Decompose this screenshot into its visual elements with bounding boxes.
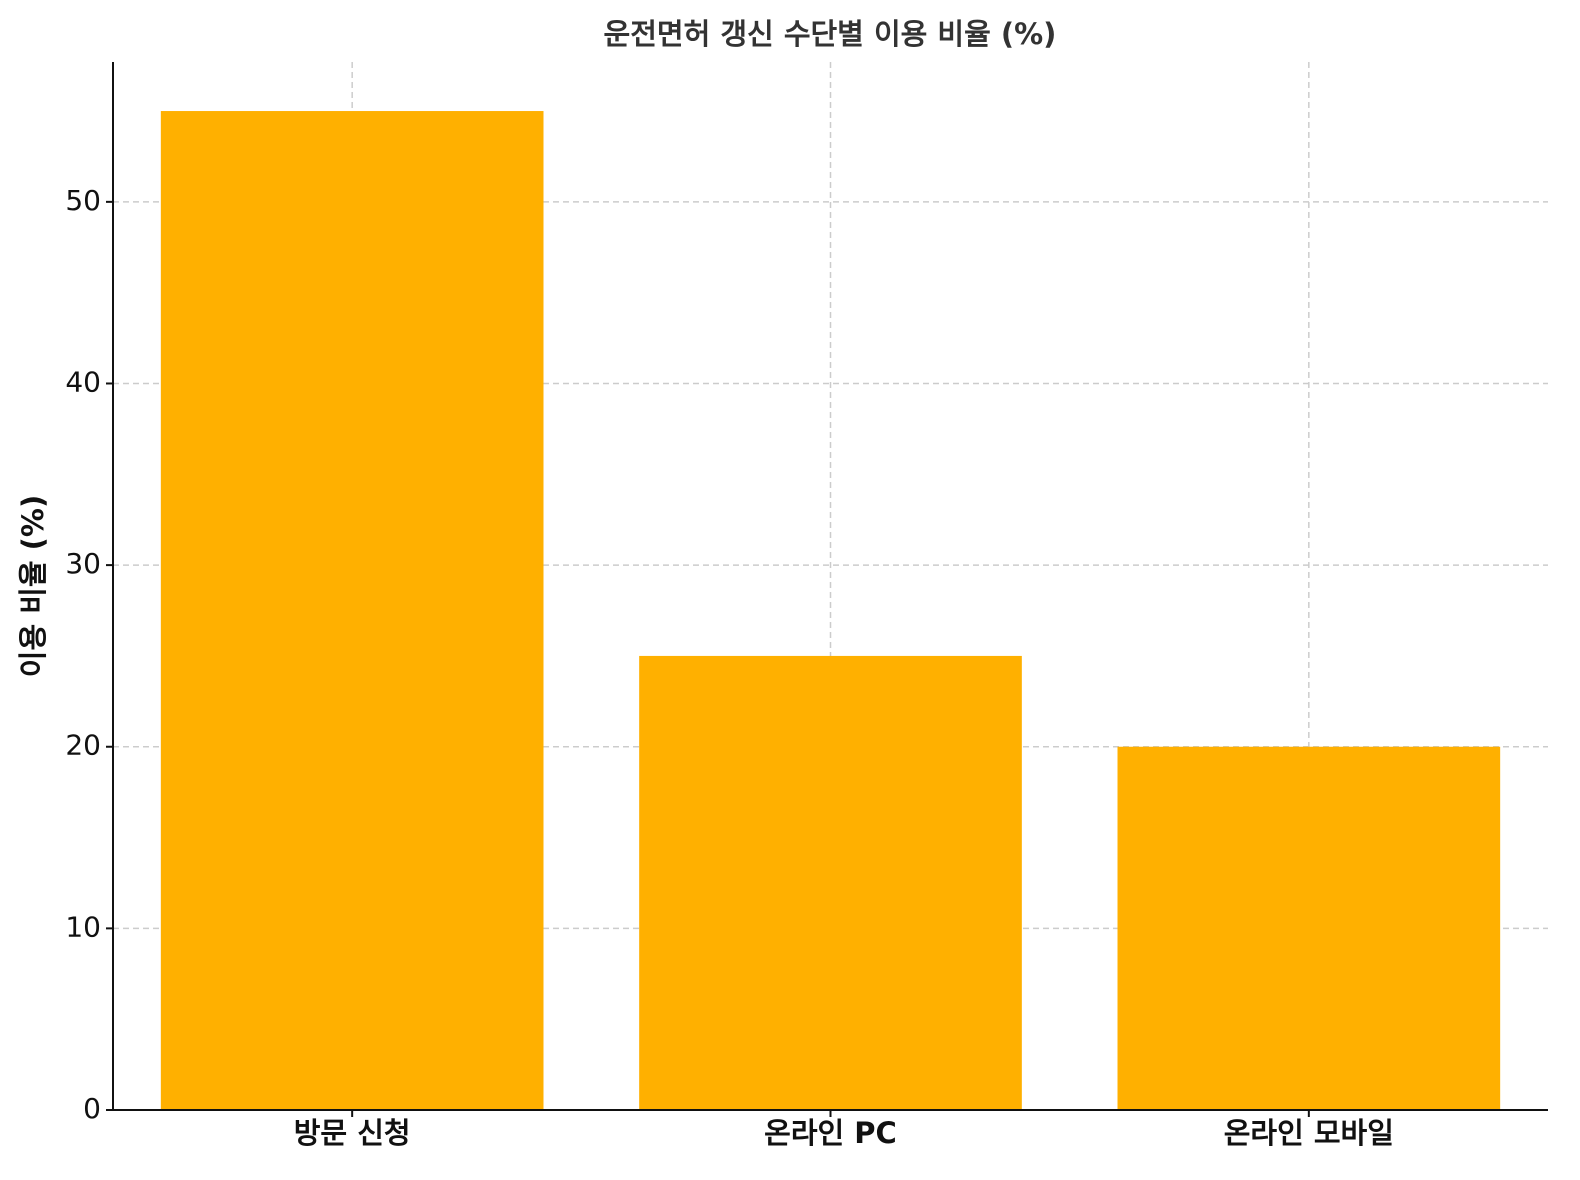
y-tick-label: 10 (65, 910, 101, 943)
bar (639, 655, 1022, 1110)
y-tick-label: 50 (65, 184, 101, 217)
bar (1117, 746, 1501, 1110)
x-tick-label: 방문 신청 (294, 1116, 411, 1150)
x-tick-label: 온라인 모바일 (1224, 1116, 1394, 1150)
chart-title: 운전면허 갱신 수단별 이용 비율 (%) (604, 17, 1057, 51)
y-tick-label: 30 (65, 547, 101, 580)
x-tick-label: 온라인 PC (764, 1116, 897, 1150)
y-tick-label: 40 (65, 365, 101, 398)
y-axis-label: 이용 비율 (%) (16, 495, 50, 677)
y-tick-label: 20 (65, 729, 101, 762)
y-tick-label: 0 (83, 1092, 101, 1125)
bar (160, 111, 544, 1111)
